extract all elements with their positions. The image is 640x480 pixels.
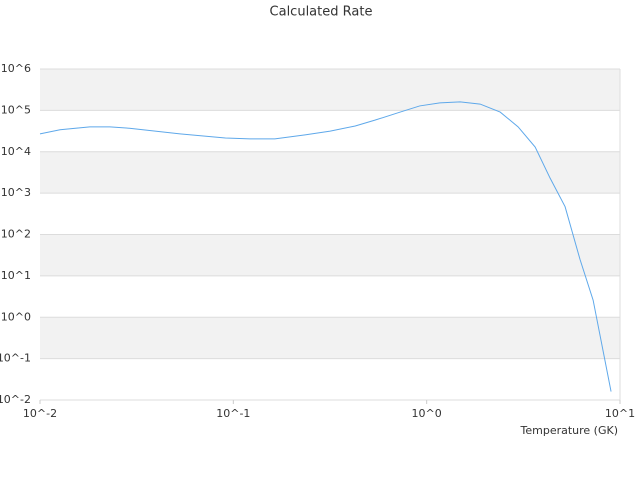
y-tick-label: 10^3 — [1, 186, 31, 199]
x-tick-label: 10^-2 — [23, 407, 57, 420]
x-tick-label: 10^1 — [605, 407, 635, 420]
grid-band — [40, 151, 620, 194]
y-tick-label: 10^2 — [1, 228, 31, 241]
grid-band — [40, 317, 620, 359]
y-tick-label: 10^-2 — [0, 393, 31, 406]
grid-band — [40, 69, 620, 111]
grid-band — [40, 234, 620, 276]
y-tick-label: 10^-1 — [0, 352, 31, 365]
y-tick-label: 10^4 — [1, 145, 31, 158]
y-tick-label: 10^1 — [1, 269, 31, 282]
series-line — [39, 101, 612, 392]
y-tick-label: 10^0 — [1, 310, 31, 323]
y-tick-label: 10^5 — [1, 103, 31, 116]
y-tick-label: 10^6 — [1, 62, 31, 75]
x-tick-label: 10^-1 — [216, 407, 250, 420]
chart-title: Calculated Rate — [270, 5, 373, 20]
x-axis-title: Temperature (GK) — [520, 424, 619, 437]
x-tick-label: 10^0 — [412, 407, 442, 420]
